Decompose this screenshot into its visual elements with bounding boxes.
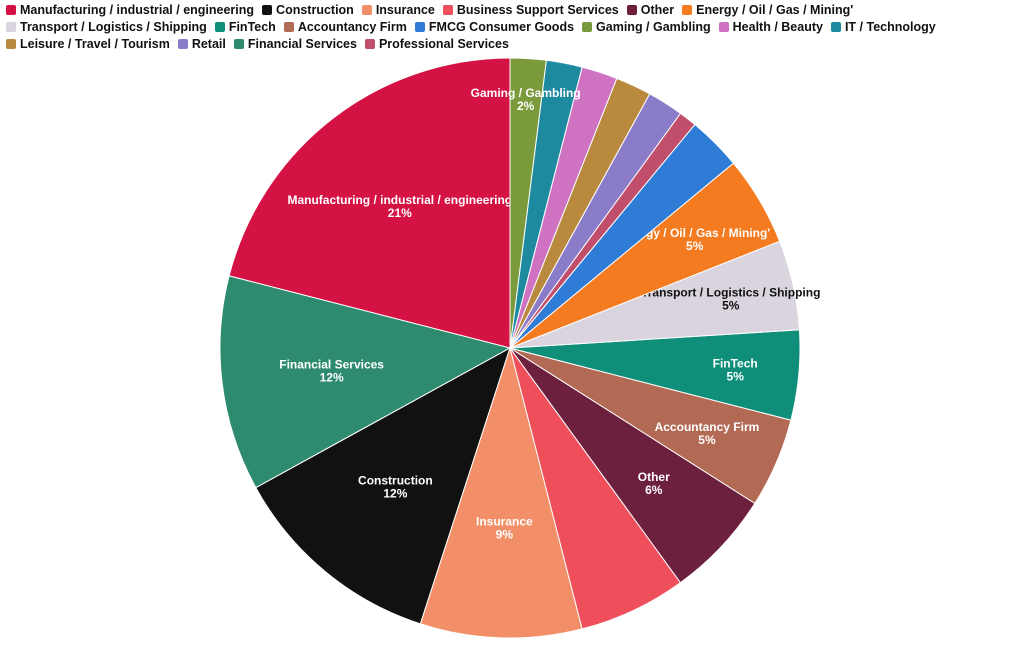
legend-label: Accountancy Firm [298,19,407,36]
legend-item[interactable]: Business Support Services [443,2,619,19]
legend-swatch [215,22,225,32]
pie-chart-svg: Manufacturing / industrial / engineering… [0,50,1020,650]
legend-swatch [627,5,637,15]
legend-item[interactable]: Transport / Logistics / Shipping [6,19,207,36]
legend-item[interactable]: IT / Technology [831,19,936,36]
legend-label: Manufacturing / industrial / engineering [20,2,254,19]
legend-label: Business Support Services [457,2,619,19]
legend-swatch [178,39,188,49]
legend-swatch [682,5,692,15]
legend-label: Transport / Logistics / Shipping [20,19,207,36]
legend-swatch [262,5,272,15]
legend-label: IT / Technology [845,19,936,36]
legend-label: Insurance [376,2,435,19]
legend-label: Health / Beauty [733,19,823,36]
pie-chart-wrap: Manufacturing / industrial / engineering… [0,50,1020,650]
legend-label: Other [641,2,674,19]
legend-swatch [443,5,453,15]
legend-label: FinTech [229,19,276,36]
legend-swatch [719,22,729,32]
legend-swatch [415,22,425,32]
legend-item[interactable]: Other [627,2,674,19]
legend-label: FMCG Consumer Goods [429,19,574,36]
legend-item[interactable]: FinTech [215,19,276,36]
legend-swatch [6,5,16,15]
legend-item[interactable]: Accountancy Firm [284,19,407,36]
legend-item[interactable]: Gaming / Gambling [582,19,711,36]
legend-item[interactable]: Energy / Oil / Gas / Mining' [682,2,853,19]
legend-item[interactable]: Manufacturing / industrial / engineering [6,2,254,19]
legend-swatch [831,22,841,32]
legend-swatch [234,39,244,49]
legend-swatch [6,39,16,49]
legend-item[interactable]: Construction [262,2,354,19]
legend: Manufacturing / industrial / engineering… [6,2,1014,53]
legend-swatch [362,5,372,15]
legend-item[interactable]: Insurance [362,2,435,19]
legend-label: Construction [276,2,354,19]
legend-item[interactable]: Health / Beauty [719,19,823,36]
legend-swatch [582,22,592,32]
legend-item[interactable]: FMCG Consumer Goods [415,19,574,36]
legend-label: Energy / Oil / Gas / Mining' [696,2,853,19]
legend-label: Gaming / Gambling [596,19,711,36]
chart-container: Manufacturing / industrial / engineering… [0,0,1020,650]
legend-swatch [365,39,375,49]
legend-swatch [284,22,294,32]
legend-swatch [6,22,16,32]
